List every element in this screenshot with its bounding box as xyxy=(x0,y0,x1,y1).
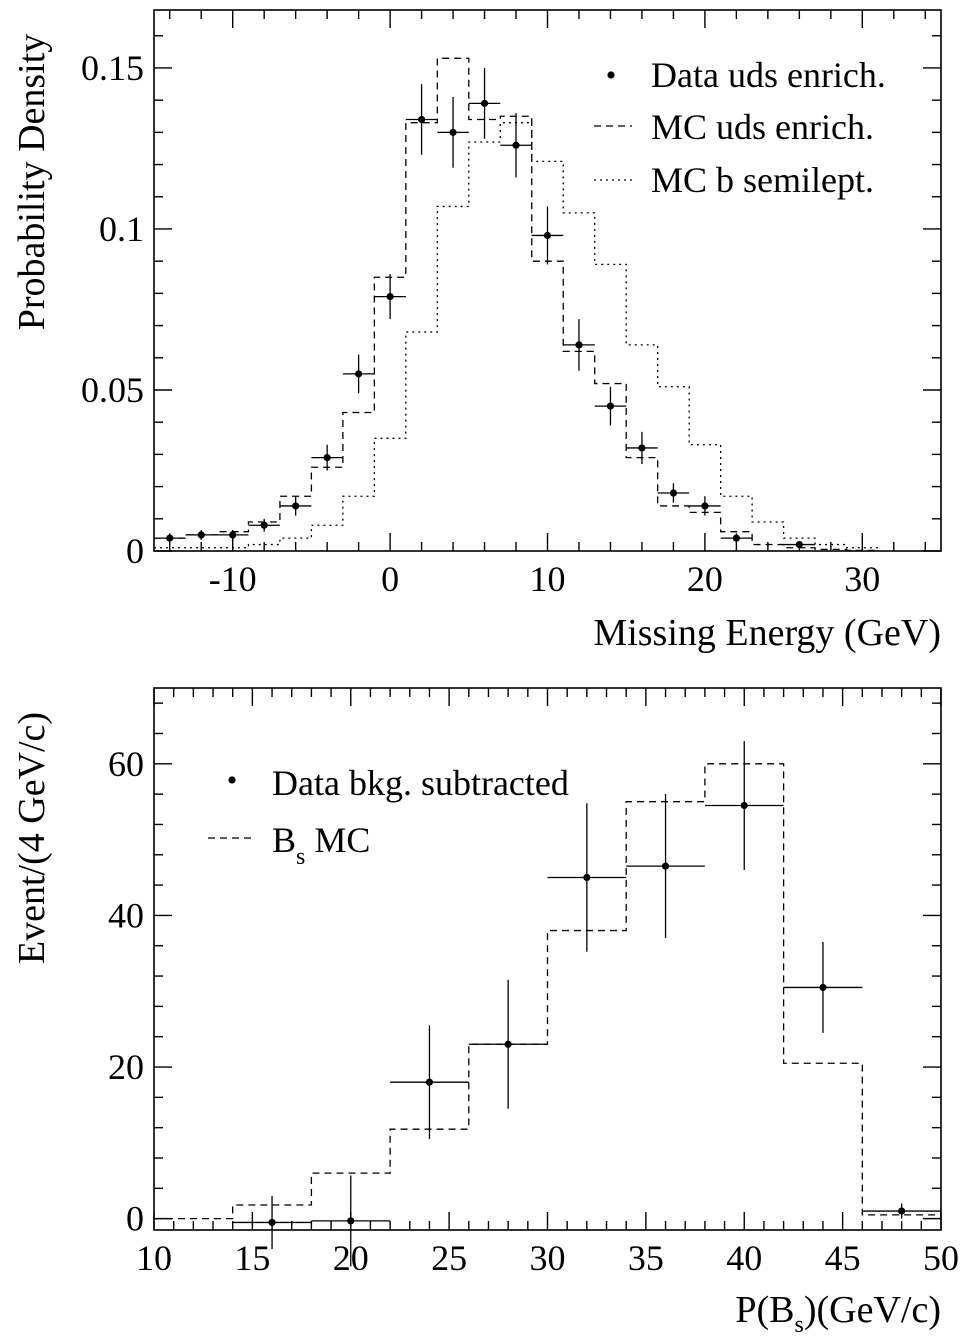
x-axis-title-main: P(B xyxy=(735,1289,794,1331)
data-point xyxy=(417,115,426,124)
data-point xyxy=(229,531,237,539)
x-tick-label: 50 xyxy=(923,1238,959,1278)
y-tick-label: 60 xyxy=(108,744,144,784)
data-point xyxy=(819,983,827,992)
legend-label-mc-uds: MC uds enrich. xyxy=(651,107,874,147)
data-point xyxy=(386,293,394,301)
x-tick-label: 25 xyxy=(431,1238,467,1278)
data-point xyxy=(898,1207,906,1215)
data-point xyxy=(512,141,520,149)
data-point xyxy=(504,1040,512,1048)
data-point xyxy=(606,402,615,410)
data-point xyxy=(323,454,331,462)
data-point xyxy=(197,531,205,539)
data-point xyxy=(795,540,803,549)
legend-label-bs-tail: MC xyxy=(305,820,370,860)
y-axis-title: Event/(4 GeV/c) xyxy=(11,712,53,964)
x-tick-label: 10 xyxy=(530,559,566,599)
x-axis-title-tail: )(GeV/c) xyxy=(804,1289,941,1331)
legend-bottom: Data bkg. subtracted Bs MC xyxy=(208,763,569,870)
data-point xyxy=(661,862,670,870)
y-tick-label: 20 xyxy=(108,1047,144,1087)
data-point xyxy=(355,370,363,378)
x-tick-label: 20 xyxy=(687,559,723,599)
data-point xyxy=(260,521,268,529)
x-tick-label: 40 xyxy=(726,1238,762,1278)
x-axis-title: Missing Energy (GeV) xyxy=(593,612,941,654)
data-point xyxy=(740,801,748,810)
chart-top-missing-energy: 0 0.05 0.1 0.15 -10 0 10 20 30 Missing Energy (Ge… xyxy=(11,9,942,654)
data-point xyxy=(701,502,709,510)
data-point xyxy=(669,489,678,497)
y-tick-label: 0.15 xyxy=(81,48,144,88)
legend-top: Data uds enrich. MC uds enrich. MC b semil… xyxy=(594,55,886,200)
legend-label-bs-main: B xyxy=(272,820,296,860)
y-tick-label: 40 xyxy=(108,895,144,935)
data-point xyxy=(425,1078,434,1086)
data-point xyxy=(449,128,457,136)
y-tick-label: 0 xyxy=(126,1199,144,1239)
x-axis-title: P(Bs)(GeV/c) xyxy=(735,1289,941,1338)
data-point xyxy=(268,1218,276,1227)
y-axis-title: Probability Density xyxy=(11,34,53,331)
y-tick-label: 0 xyxy=(126,531,144,571)
x-tick-label: 35 xyxy=(628,1238,664,1278)
legend-label-bs-sub: s xyxy=(296,844,305,870)
x-tick-label: 10 xyxy=(136,1238,172,1278)
x-tick-label: -10 xyxy=(209,559,257,599)
data-point xyxy=(583,873,591,882)
data-point xyxy=(292,502,300,510)
data-point xyxy=(166,534,174,542)
x-tick-label: 30 xyxy=(530,1238,566,1278)
legend-label-bs-mc: Bs MC xyxy=(272,820,370,870)
x-tick-label: 45 xyxy=(825,1238,861,1278)
data-point xyxy=(732,534,740,542)
legend-marker-data xyxy=(607,71,615,79)
y-tick-label: 0.1 xyxy=(99,209,144,249)
x-tick-label: 30 xyxy=(844,559,880,599)
legend-label-data: Data bkg. subtracted xyxy=(272,763,569,803)
data-point xyxy=(575,341,583,349)
data-point xyxy=(480,99,489,107)
x-axis-title-sub: s xyxy=(795,1312,804,1338)
legend-label-data: Data uds enrich. xyxy=(651,55,886,95)
histogram-series-1 xyxy=(154,763,941,1220)
y-tick-label: 0.05 xyxy=(81,370,144,410)
data-point xyxy=(543,231,552,240)
legend-marker-data xyxy=(228,776,236,784)
data-point xyxy=(638,444,646,452)
x-tick-label: 0 xyxy=(381,559,399,599)
histogram-series-2 xyxy=(154,122,879,549)
x-tick-label: 15 xyxy=(234,1238,270,1278)
data-point xyxy=(347,1217,355,1225)
legend-label-mc-b: MC b semilept. xyxy=(651,160,874,200)
